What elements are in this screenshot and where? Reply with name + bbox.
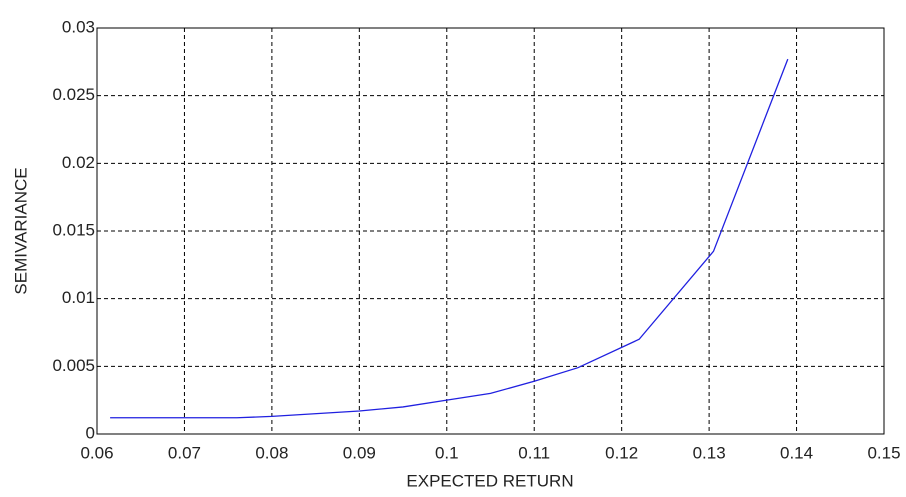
data-line [110,59,788,418]
x-tick-label: 0.11 [518,443,550,462]
x-tick-label: 0.09 [343,443,376,462]
y-tick-label: 0.025 [52,85,95,104]
x-tick-label: 0.14 [780,443,813,462]
x-tick-label: 0.1 [435,443,459,462]
chart: EXPECTED RETURN SEMIVARIANCE 0.06 0.07 0.0… [0,0,906,497]
y-tick-label: 0.015 [52,220,95,239]
y-tick-label: 0.02 [62,153,95,172]
x-tick-label: 0.08 [255,443,288,462]
y-tick-label: 0.03 [62,17,95,36]
x-tick-label: 0.06 [80,443,113,462]
y-tick-label: 0.005 [52,356,95,375]
y-tick-label: 0 [86,423,95,442]
x-tick-label: 0.12 [605,443,638,462]
y-axis-label: SEMIVARIANCE [11,167,30,294]
page: {"chart_data": {"type": "line", "xlabel"… [0,0,906,497]
x-axis-label: EXPECTED RETURN [406,471,573,490]
x-tick-label: 0.15 [867,443,900,462]
x-tick-label: 0.07 [168,443,201,462]
x-tick-label: 0.13 [693,443,726,462]
y-tick-label: 0.01 [62,288,95,307]
